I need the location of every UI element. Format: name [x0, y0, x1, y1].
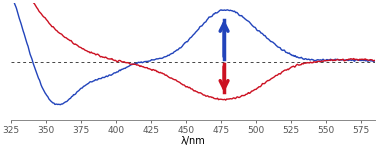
X-axis label: λ/nm: λ/nm: [181, 136, 206, 146]
